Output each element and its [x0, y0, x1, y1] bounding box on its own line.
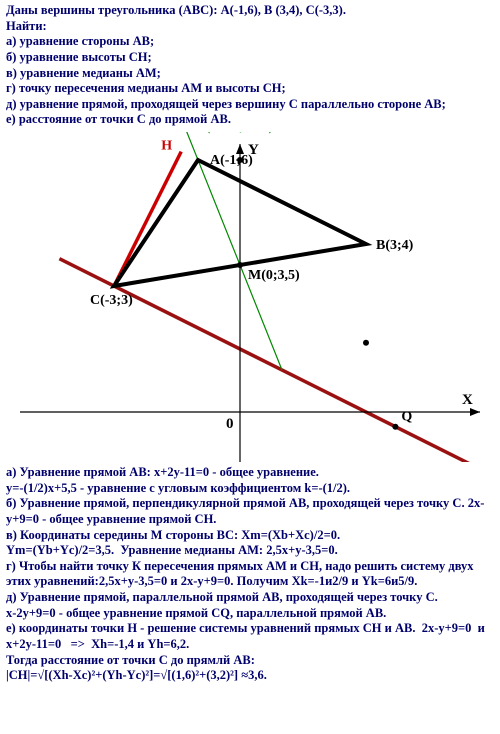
solution-line: Тогда расстояние от точки С до прямлй АВ… [6, 653, 494, 669]
problem-item: в) уравнение медианы AM; [6, 66, 494, 82]
svg-text:K(-11/9;59/9): K(-11/9;59/9) [195, 132, 274, 134]
solution-line: а) Уравнение прямой АВ: x+2y-11=0 - обще… [6, 465, 494, 481]
problem-item: д) уравнение прямой, проходящей через ве… [6, 97, 494, 113]
solution-line: д) Уравнение прямой, параллельной прямой… [6, 590, 494, 606]
svg-text:H: H [161, 139, 172, 154]
svg-text:X: X [462, 392, 473, 408]
problem-title: Даны вершины треугольника (ABC): A(-1,6)… [6, 3, 494, 19]
solution-line: г) Чтобы найти точку К пересечения прямы… [6, 559, 494, 590]
svg-text:A(-1;6): A(-1;6) [210, 153, 253, 168]
svg-text:B(3;4): B(3;4) [376, 238, 414, 253]
solution-line: y=-(1/2)x+5,5 - уравнение с угловым коэф… [6, 481, 494, 497]
problem-item: е) расстояние от точки С до прямой АВ. [6, 112, 494, 128]
problem-item: а) уравнение стороны АВ; [6, 34, 494, 50]
solution-line: x-2y+9=0 - общее уравнение прямой CQ, па… [6, 606, 494, 622]
solution-line: б) Уравнение прямой, перпендикулярной пр… [6, 496, 494, 527]
graph-container: XY0A(-1;6)B(3;4)C(-3;3)M(0;3,5)HK(-11/9;… [0, 132, 500, 462]
problem-block: Даны вершины треугольника (ABC): A(-1,6)… [0, 0, 500, 130]
problem-item: б) уравнение высоты СН; [6, 50, 494, 66]
solution-line: |CH|=√[(Xh-Xc)²+(Yh-Yc)²]=√[(1,6)²+(3,2)… [6, 668, 494, 684]
svg-text:0: 0 [226, 416, 234, 432]
coordinate-graph: XY0A(-1;6)B(3;4)C(-3;3)M(0;3,5)HK(-11/9;… [0, 132, 500, 462]
svg-text:C(-3;3): C(-3;3) [90, 293, 133, 308]
problem-item: г) точку пересечения медианы АМ и высоты… [6, 81, 494, 97]
solution-line: Ym=(Yb+Yc)/2=3,5. Уравнение медианы АМ: … [6, 543, 494, 559]
solution-line: е) координаты точки Н - решение системы … [6, 621, 494, 652]
solution-line: в) Координаты середины М стороны ВС: Xm=… [6, 528, 494, 544]
solution-block: а) Уравнение прямой АВ: x+2y-11=0 - обще… [0, 462, 500, 686]
svg-text:Q: Q [401, 410, 412, 425]
svg-text:M(0;3,5): M(0;3,5) [248, 268, 300, 283]
problem-find: Найти: [6, 19, 494, 35]
